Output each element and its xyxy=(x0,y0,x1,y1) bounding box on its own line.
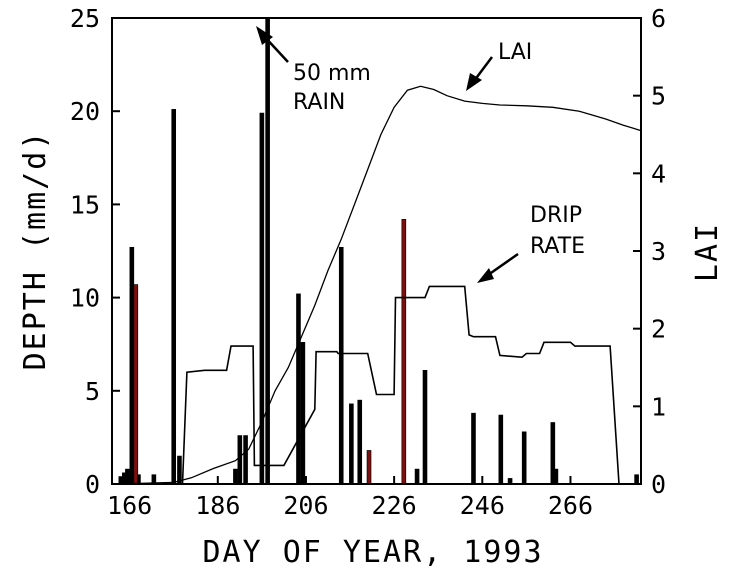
x-tick-label-2: 206 xyxy=(283,491,328,520)
rain-bar-23 xyxy=(521,431,527,485)
rain-bar-26 xyxy=(634,474,639,485)
y-left-tick-label-1: 5 xyxy=(85,377,100,406)
rain-bar-10 xyxy=(243,435,248,485)
rain-bar-14 xyxy=(300,342,306,485)
rain-bar-6 xyxy=(171,109,177,485)
rain-bar-13 xyxy=(296,293,301,485)
y-right-tick-label-0: 0 xyxy=(651,470,666,499)
rain-bar-8 xyxy=(233,468,238,485)
y-left-tick-label-3: 15 xyxy=(70,190,100,219)
y-right-tick-label-3: 3 xyxy=(651,237,666,266)
annotation-rain-line2: RAIN xyxy=(293,90,345,115)
x-tick-label-5: 266 xyxy=(548,491,593,520)
x-tick-label-3: 226 xyxy=(372,491,417,520)
rain-bar-7 xyxy=(177,455,182,485)
y-axis-right-label: LAI xyxy=(690,222,725,282)
rain-bar-9 xyxy=(237,435,243,485)
annotation-drip-line2: RATE xyxy=(530,234,585,259)
rain-bar-18 xyxy=(414,468,420,485)
lai-line xyxy=(111,85,642,485)
rain-bar-highlight-1 xyxy=(366,450,372,485)
annotation-drip-line1: DRIP xyxy=(530,203,582,228)
line-series xyxy=(111,85,642,485)
y-right-tick-label-4: 4 xyxy=(651,159,666,188)
y-axis-left-label: DEPTH (mm/d) xyxy=(18,130,53,371)
rain-bar-16 xyxy=(349,403,354,485)
rain-bar-19 xyxy=(422,369,428,485)
rain-bar-17 xyxy=(357,399,363,485)
y-right-tick-label-6: 6 xyxy=(651,4,666,33)
rain-bar-15 xyxy=(338,246,344,485)
annotation-lai-text: LAI xyxy=(498,40,532,65)
y-right-tick-label-1: 1 xyxy=(651,392,666,421)
rain-bar-3 xyxy=(129,246,135,485)
rain-bar-12 xyxy=(265,17,270,485)
annotation-drip: DRIP RATE xyxy=(477,203,585,283)
rain-bar-highlight-0 xyxy=(133,284,139,485)
annotation-rain: 50 mm RAIN xyxy=(256,26,371,115)
drip-rate-line xyxy=(112,285,641,485)
y-right-tick-label-5: 5 xyxy=(651,82,666,111)
rain-bar-21 xyxy=(498,414,504,485)
x-axis-label: DAY OF YEAR, 1993 xyxy=(202,535,543,569)
rain-bar-25 xyxy=(553,468,559,485)
rain-bar-20 xyxy=(471,412,476,485)
y-left-tick-label-5: 25 xyxy=(70,4,100,33)
rain-bar-11 xyxy=(259,112,265,485)
x-tick-label-4: 246 xyxy=(460,491,505,520)
rain-bar-highlight-2 xyxy=(401,219,407,485)
axes: 166 186 206 226 246 266 0 5 10 15 20 25 0 1 2 3 4 5 6 xyxy=(70,4,666,520)
y-left-tick-label-0: 0 xyxy=(85,470,100,499)
annotation-lai: LAI xyxy=(466,40,532,91)
y-right-tick-label-2: 2 xyxy=(651,315,666,344)
y-left-tick-label-4: 20 xyxy=(70,97,100,126)
rain-bars xyxy=(118,17,639,485)
x-tick-label-1: 186 xyxy=(195,491,240,520)
y-left-tick-label-2: 10 xyxy=(70,284,100,313)
x-tick-label-0: 166 xyxy=(107,491,152,520)
annotation-rain-line1: 50 mm xyxy=(293,61,371,86)
